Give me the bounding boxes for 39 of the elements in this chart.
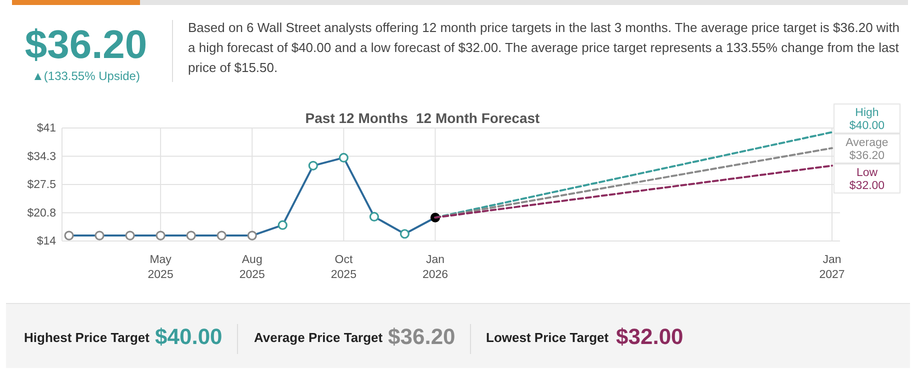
text: Average Price Target <box>254 330 384 345</box>
point <box>400 229 410 239</box>
x-tick-label: Jan 2027 <box>819 254 845 282</box>
text: $36.20 <box>24 23 148 67</box>
point <box>278 220 288 230</box>
data-label: $32.00 <box>849 180 885 192</box>
data-label: $40.00 <box>849 120 885 132</box>
series-label: Average <box>846 137 888 149</box>
text: $32.00 <box>616 324 684 349</box>
x-tick-label: Oct 2025 <box>330 254 356 282</box>
x-tick-label: Aug 2025 <box>239 254 265 282</box>
point <box>186 230 196 240</box>
point <box>247 230 257 240</box>
x-tick-label: May 2025 <box>148 254 174 282</box>
text: $36.20 <box>388 324 456 349</box>
x-tick-label: Jan 2026 <box>422 254 448 282</box>
text: Past 12 Months <box>305 110 408 126</box>
point <box>308 160 318 170</box>
point <box>216 230 226 240</box>
point <box>369 212 379 222</box>
y-tick-label: $41 <box>36 122 56 135</box>
y-tick-label: $20.8 <box>27 207 56 220</box>
y-tick-label: $14 <box>36 236 57 248</box>
point <box>156 230 166 240</box>
text: Low <box>856 167 878 179</box>
point <box>338 152 348 163</box>
y-tick-label: $34.3 <box>27 150 56 163</box>
text: High <box>855 107 879 119</box>
data-label: $36.20 <box>849 150 885 162</box>
text: ▲(133.55% Upside) <box>32 69 140 83</box>
text: Based on 6 Wall Street analysts offering 12 month price targets in the last 3 months. The average price target is $36.20 with a high forecast of $40.00 and a low forecast of $32.00. The average price target represents a 133.55% change from the last price of $15.50. <box>188 19 901 77</box>
text: $40.00 <box>155 324 222 349</box>
point <box>125 230 135 240</box>
text: 12 Month Forecast <box>416 110 540 126</box>
point <box>64 230 74 240</box>
text: Highest Price Target <box>24 330 150 345</box>
y-tick-label: $27.5 <box>27 179 56 192</box>
text: Lowest Price Target <box>486 330 610 345</box>
point <box>94 230 104 240</box>
